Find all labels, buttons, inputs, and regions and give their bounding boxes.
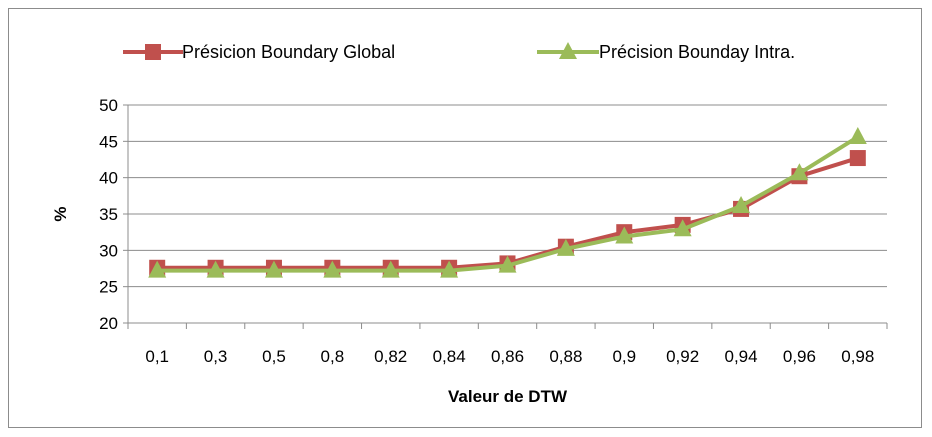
y-tick-label: 25 (99, 278, 118, 297)
y-tick-label: 30 (99, 241, 118, 260)
x-tick-label: 0,96 (783, 347, 816, 366)
legend-marker (145, 44, 161, 60)
y-tick-label: 40 (99, 169, 118, 188)
x-tick-label: 0,82 (374, 347, 407, 366)
legend-label: Précision Bounday Intra. (599, 42, 795, 62)
series-layer (148, 126, 867, 278)
y-tick-label: 20 (99, 314, 118, 333)
gridlines (128, 104, 887, 288)
y-axis-ticks: 20 25 30 35 40 45 50 (99, 96, 118, 333)
legend-marker (559, 42, 577, 59)
x-tick-label: 0,94 (724, 347, 757, 366)
y-tick-label: 35 (99, 205, 118, 224)
legend: Présicion Boundary Global Précision Bound… (123, 42, 795, 62)
triangle-marker (498, 255, 517, 273)
square-marker (849, 150, 866, 167)
triangle-marker (790, 163, 809, 181)
legend-label: Présicion Boundary Global (182, 42, 395, 62)
triangle-marker (440, 260, 459, 278)
triangle-marker (148, 260, 167, 278)
x-tick-label: 0,9 (612, 347, 636, 366)
triangle-marker (732, 196, 751, 214)
x-tick-label: 0,8 (321, 347, 345, 366)
x-tick-label: 0,88 (549, 347, 582, 366)
triangle-marker (848, 126, 867, 144)
series-2 (148, 126, 867, 278)
x-axis-title: Valeur de DTW (448, 387, 568, 406)
series-line (157, 156, 859, 270)
axes (123, 104, 888, 329)
chart-frame (8, 8, 922, 428)
triangle-marker (206, 260, 225, 278)
x-tick-label: 0,98 (841, 347, 874, 366)
y-tick-label: 45 (99, 132, 118, 151)
x-tick-label: 0,86 (491, 347, 524, 366)
triangle-marker (556, 238, 575, 256)
legend-item-2: Précision Bounday Intra. (537, 42, 795, 62)
y-axis-title: % (51, 206, 70, 221)
y-tick-label: 50 (99, 96, 118, 115)
x-tick-label: 0,84 (433, 347, 466, 366)
x-tick-label: 0,3 (204, 347, 228, 366)
legend-item-1: Présicion Boundary Global (123, 42, 395, 62)
x-axis-ticks: 0,1 0,3 0,5 0,8 0,82 0,84 0,86 0,88 0,9 0,92 0,94 0… (145, 347, 874, 366)
triangle-marker (264, 260, 283, 278)
x-tick-label: 0,92 (666, 347, 699, 366)
triangle-marker (615, 226, 634, 244)
triangle-marker (381, 260, 400, 278)
triangle-marker (323, 260, 342, 278)
x-tick-label: 0,1 (145, 347, 169, 366)
x-tick-label: 0,5 (262, 347, 286, 366)
triangle-marker (673, 219, 692, 237)
